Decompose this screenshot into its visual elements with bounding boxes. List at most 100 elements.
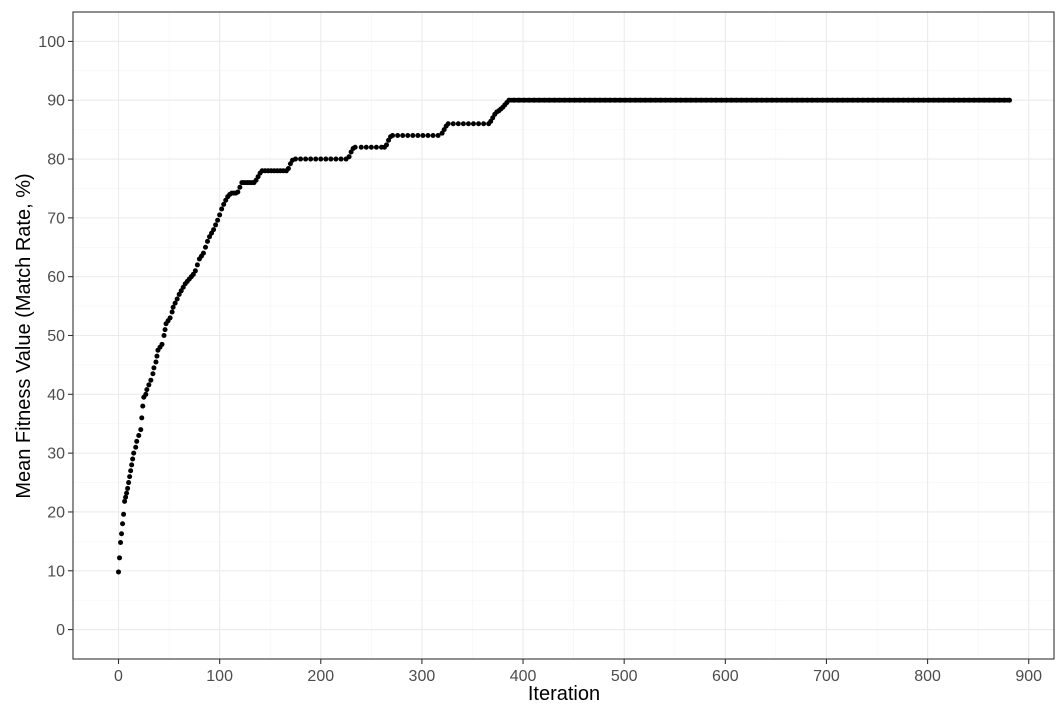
data-point xyxy=(140,403,146,409)
data-point xyxy=(148,377,154,383)
data-point xyxy=(134,438,140,444)
y-tick-label: 20 xyxy=(47,504,65,521)
data-point xyxy=(211,227,217,233)
data-point xyxy=(363,144,369,150)
data-point xyxy=(143,391,149,397)
data-point xyxy=(116,569,122,575)
data-point xyxy=(217,212,223,218)
data-point xyxy=(318,156,324,162)
minor-gridlines xyxy=(73,12,1054,659)
data-point xyxy=(410,133,416,139)
data-point xyxy=(303,156,309,162)
data-point xyxy=(202,244,208,250)
data-point xyxy=(126,480,132,486)
x-tick-label: 100 xyxy=(206,668,233,685)
data-point xyxy=(328,156,334,162)
data-point xyxy=(138,427,144,433)
x-tick-label: 800 xyxy=(914,668,941,685)
data-point xyxy=(144,387,150,393)
y-tick-label: 40 xyxy=(47,387,65,404)
data-point xyxy=(430,133,436,139)
data-point xyxy=(213,222,219,228)
data-point xyxy=(150,371,156,377)
x-tick-label: 0 xyxy=(114,668,123,685)
data-point xyxy=(123,494,129,500)
y-tick-label: 0 xyxy=(56,622,65,639)
data-point xyxy=(194,262,200,268)
y-tick-label: 50 xyxy=(47,328,65,345)
data-point xyxy=(455,121,461,127)
data-point xyxy=(133,444,139,450)
data-point xyxy=(192,268,198,274)
data-point xyxy=(117,555,123,561)
data-point xyxy=(127,474,133,480)
x-tick-label: 300 xyxy=(409,668,436,685)
x-tick-label: 900 xyxy=(1015,668,1042,685)
data-point xyxy=(400,133,406,139)
data-point xyxy=(338,156,344,162)
data-point xyxy=(151,365,157,371)
data-point xyxy=(162,327,168,333)
data-point xyxy=(373,144,379,150)
data-point xyxy=(153,359,159,365)
data-point xyxy=(470,121,476,127)
data-point xyxy=(205,238,211,244)
data-point xyxy=(167,315,173,321)
y-tick-label: 70 xyxy=(47,210,65,227)
y-tick-label: 90 xyxy=(47,93,65,110)
data-point xyxy=(170,304,176,310)
x-axis-ticks: 0 100 200 300 400 500 600 700 800 900 xyxy=(114,659,1042,685)
data-point xyxy=(368,144,374,150)
data-point xyxy=(161,333,167,338)
data-point xyxy=(159,341,165,347)
data-point xyxy=(129,462,135,468)
data-point xyxy=(476,121,482,127)
data-point xyxy=(120,521,126,527)
data-point xyxy=(154,353,160,359)
data-point xyxy=(169,309,175,315)
y-tick-label: 30 xyxy=(47,446,65,463)
data-point xyxy=(221,201,227,207)
data-point xyxy=(131,450,137,456)
data-point xyxy=(358,144,364,150)
data-point xyxy=(125,485,131,491)
data-point xyxy=(308,156,314,162)
data-points xyxy=(116,97,1012,575)
data-point xyxy=(384,142,390,148)
major-gridlines xyxy=(73,12,1054,659)
x-tick-label: 400 xyxy=(510,668,537,685)
y-tick-label: 100 xyxy=(38,34,65,51)
data-point xyxy=(435,133,441,139)
data-point xyxy=(298,156,304,162)
data-point xyxy=(390,133,396,139)
x-tick-label: 200 xyxy=(307,668,334,685)
data-point xyxy=(420,133,426,139)
data-point xyxy=(136,432,142,438)
data-point xyxy=(121,511,127,517)
data-point xyxy=(215,217,221,223)
y-tick-label: 10 xyxy=(47,563,65,580)
data-point xyxy=(119,531,125,537)
data-point xyxy=(425,133,431,139)
data-point xyxy=(465,121,471,127)
data-point xyxy=(219,206,225,212)
data-point xyxy=(172,300,178,306)
data-point xyxy=(346,154,352,160)
data-point xyxy=(237,184,243,190)
data-point xyxy=(292,156,298,162)
data-point xyxy=(352,144,358,150)
y-axis-ticks: 0 10 20 30 40 50 60 70 80 90 100 xyxy=(38,34,73,639)
data-point xyxy=(285,165,291,171)
data-point xyxy=(122,498,128,504)
data-point xyxy=(481,121,487,127)
data-point xyxy=(124,490,130,496)
x-tick-label: 700 xyxy=(813,668,840,685)
y-axis-title: Mean Fitness Value (Match Rate, %) xyxy=(13,173,35,498)
data-point xyxy=(450,121,456,127)
data-point xyxy=(200,250,206,256)
data-point xyxy=(460,121,466,127)
data-point xyxy=(323,156,329,162)
x-tick-label: 600 xyxy=(712,668,739,685)
